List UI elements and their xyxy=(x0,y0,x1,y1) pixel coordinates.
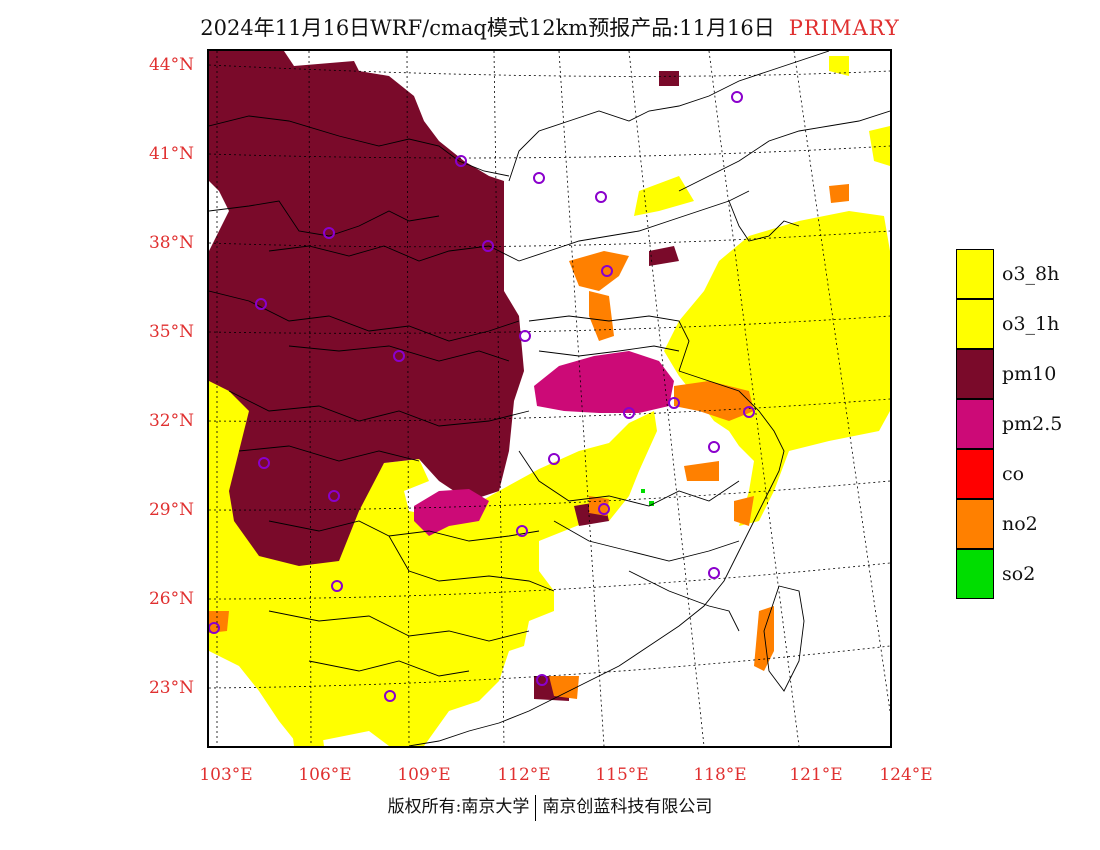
pm10-regions xyxy=(209,51,679,701)
lon-label-124: 124°E xyxy=(879,765,933,785)
map-frame xyxy=(207,49,892,748)
legend-swatch xyxy=(956,349,994,399)
boundary-lines xyxy=(209,51,890,746)
lat-label-29: 29°N xyxy=(148,500,194,520)
lat-label-41: 41°N xyxy=(148,144,194,164)
legend-swatch xyxy=(956,249,994,299)
lat-label-44: 44°N xyxy=(148,55,194,75)
no2-regions xyxy=(209,184,849,699)
legend-swatch xyxy=(956,399,994,449)
station-markers xyxy=(209,91,755,702)
copyright-right: 南京创蓝科技有限公司 xyxy=(542,797,713,817)
ozone-regions xyxy=(209,56,890,746)
legend-label: so2 xyxy=(1002,563,1036,585)
legend-swatch xyxy=(956,499,994,549)
lat-label-26: 26°N xyxy=(148,589,194,609)
lon-label-112: 112°E xyxy=(497,765,551,785)
legend-swatch xyxy=(956,549,994,599)
primary-tag: PRIMARY xyxy=(788,16,900,40)
so2-regions xyxy=(641,489,654,506)
legend-label: o3_8h xyxy=(1002,263,1060,285)
lon-label-109: 109°E xyxy=(397,765,451,785)
lon-label-121: 121°E xyxy=(789,765,843,785)
lon-label-118: 118°E xyxy=(693,765,747,785)
legend-label: no2 xyxy=(1002,513,1038,535)
legend-swatch xyxy=(956,449,994,499)
lon-label-103: 103°E xyxy=(199,765,253,785)
copyright-left: 版权所有:南京大学 xyxy=(387,797,530,817)
lat-label-38: 38°N xyxy=(148,233,194,253)
copyright-footer: 版权所有:南京大学 南京创蓝科技有限公司 xyxy=(0,792,1100,821)
lat-label-23: 23°N xyxy=(148,678,194,698)
map-title-text: 2024年11月16日WRF/cmaq模式12km预报产品:11月16日 xyxy=(200,16,775,40)
lat-lon-grid xyxy=(209,51,890,746)
lon-label-115: 115°E xyxy=(595,765,649,785)
lat-label-32: 32°N xyxy=(148,411,194,431)
legend-label: co xyxy=(1002,463,1025,485)
footer-separator xyxy=(535,794,537,821)
legend-swatch xyxy=(956,299,994,349)
pm25-regions xyxy=(414,351,674,536)
lat-label-35: 35°N xyxy=(148,322,194,342)
legend-label: pm10 xyxy=(1002,363,1057,385)
legend-label: o3_1h xyxy=(1002,313,1060,335)
lon-label-106: 106°E xyxy=(298,765,352,785)
legend-label: pm2.5 xyxy=(1002,413,1063,435)
map-title: 2024年11月16日WRF/cmaq模式12km预报产品:11月16日 PRIM… xyxy=(0,12,1100,42)
pollutant-map xyxy=(209,51,890,746)
